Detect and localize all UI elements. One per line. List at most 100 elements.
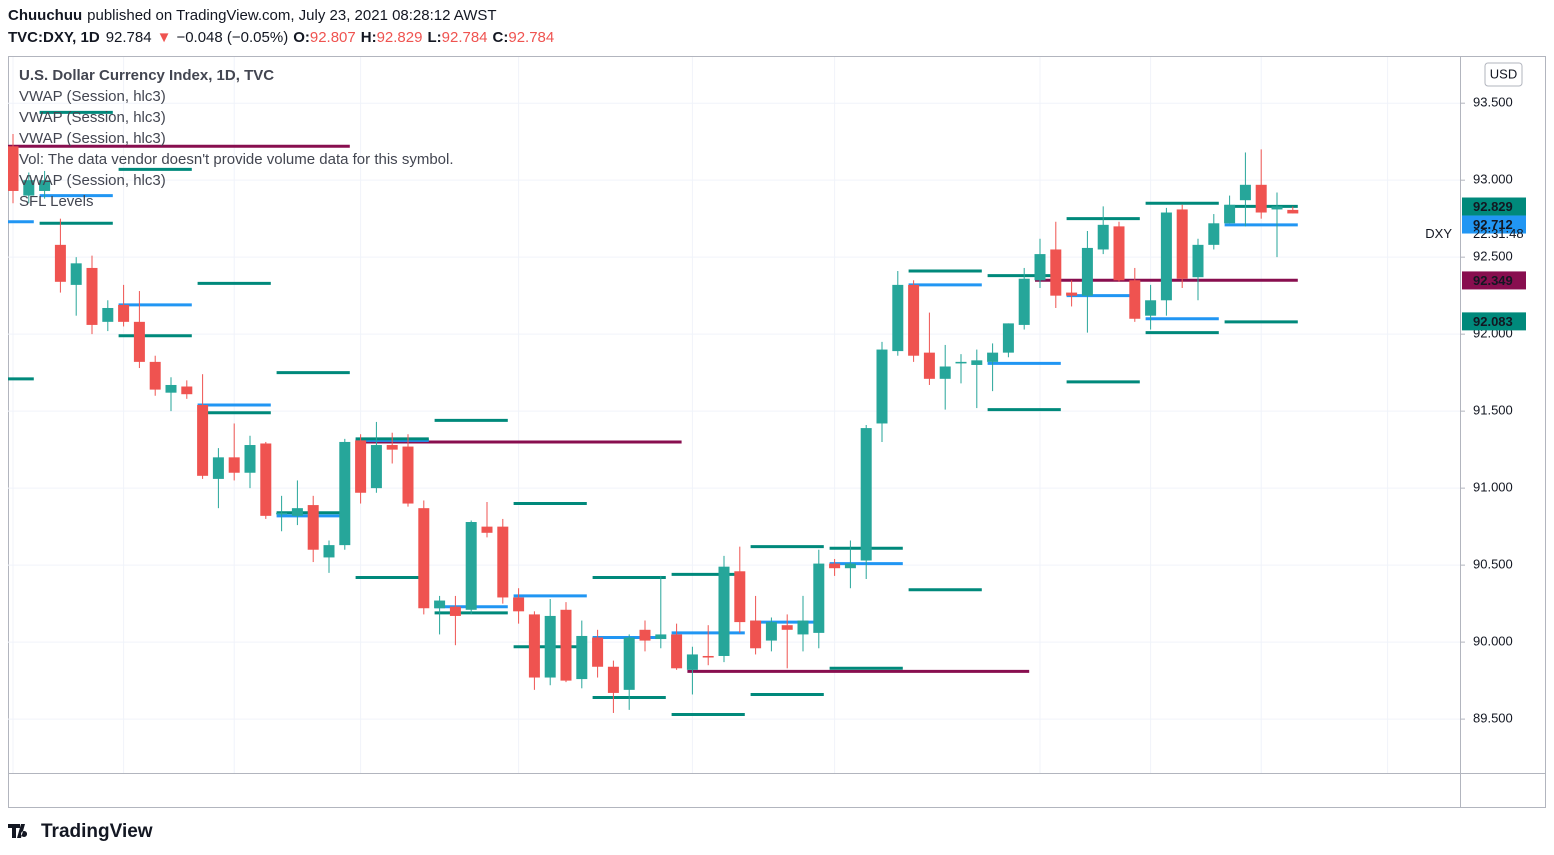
h-label: H:	[361, 29, 377, 46]
candle-body	[165, 384, 177, 393]
price-label-bg	[1462, 215, 1526, 234]
candle-body	[181, 386, 193, 395]
y-tick-label: 90.500	[1473, 557, 1513, 572]
candle-body	[860, 428, 872, 561]
chart-frame	[8, 56, 1546, 808]
candle-body	[133, 321, 145, 362]
candle-body	[1097, 224, 1109, 250]
candle-body	[971, 360, 983, 365]
candle-body	[244, 445, 256, 473]
legend-entry: Vol: The data vendor doesn't provide vol…	[19, 151, 454, 168]
logo: TradingView	[8, 821, 153, 842]
candle-body	[70, 263, 82, 285]
y-tick-label: 93.000	[1473, 172, 1513, 187]
candle-body	[1050, 249, 1062, 296]
candle-body	[829, 563, 841, 569]
candle-body	[355, 440, 367, 493]
candle-body	[955, 361, 967, 364]
y-tick-label: 90.000	[1473, 634, 1513, 649]
l-label: L:	[427, 29, 441, 46]
candle-body	[702, 655, 714, 658]
candle-body	[1145, 300, 1157, 316]
arrow: ▼	[157, 29, 172, 46]
candle-body	[323, 545, 335, 558]
candle-body	[797, 620, 809, 635]
candle-body	[307, 505, 319, 550]
candle-body	[1287, 209, 1299, 214]
candle-body	[1255, 184, 1267, 213]
candle-body	[449, 606, 461, 616]
candle-body	[576, 635, 588, 680]
candle-body	[513, 597, 525, 612]
candle-body	[671, 634, 683, 669]
candle-body	[1129, 280, 1141, 319]
candle-body	[465, 522, 477, 610]
symbol: TVC:DXY, 1D	[8, 29, 100, 46]
plot	[8, 110, 1299, 716]
candle-body	[560, 609, 572, 681]
currency-button[interactable]	[1484, 62, 1523, 87]
candle-body	[1160, 212, 1172, 301]
h: 92.829	[377, 29, 423, 46]
brand: TradingView	[41, 821, 153, 842]
legend-entry: VWAP (Session, hlc3)	[19, 130, 166, 147]
candle-body	[1113, 226, 1125, 281]
price-label: 92.829	[1473, 199, 1513, 214]
candle-body	[481, 526, 493, 533]
price-axis: 89.50090.00090.50091.00091.50092.00092.5…	[1425, 95, 1526, 726]
candle-body	[1002, 323, 1014, 353]
candle-body	[497, 526, 509, 598]
candle-body	[386, 445, 398, 450]
candle-body	[876, 349, 888, 424]
candle-body	[1192, 244, 1204, 278]
candle-body	[892, 284, 904, 352]
y-tick-label: 92.500	[1473, 249, 1513, 264]
candle-body	[813, 563, 825, 633]
y-tick-label: 91.500	[1473, 403, 1513, 418]
candle-body	[734, 571, 746, 623]
candle-body	[939, 366, 951, 379]
candle-body	[1176, 209, 1188, 279]
candle-body	[686, 654, 698, 670]
candle-body	[8, 146, 19, 191]
price-label-bg	[1462, 271, 1526, 290]
symbol-label: DXY	[1425, 226, 1452, 241]
candle-body	[1034, 254, 1046, 281]
candle-body	[434, 600, 446, 609]
candle-body	[1271, 206, 1283, 210]
candle-body	[1081, 247, 1093, 296]
candle-body	[607, 666, 619, 693]
candle-body	[765, 622, 777, 641]
candle-body	[544, 615, 556, 678]
candle-body	[339, 441, 351, 546]
candle-body	[197, 404, 209, 476]
publish-line: Chuuchuu published on TradingView.com, Ju…	[8, 7, 497, 24]
candle-body	[1066, 292, 1078, 296]
candle-body	[149, 361, 161, 390]
candle-body	[750, 620, 762, 649]
countdown: 22:31:48	[1473, 226, 1524, 241]
y-tick-label: 93.500	[1473, 95, 1513, 110]
c-label: C:	[493, 29, 509, 46]
price-label-bg	[1462, 197, 1526, 216]
price-label: 92.712	[1473, 217, 1513, 232]
legend-entry: VWAP (Session, hlc3)	[19, 172, 166, 189]
candle-body	[623, 637, 635, 690]
candle-body	[781, 625, 793, 630]
candle-body	[276, 512, 288, 515]
logo-icon	[8, 824, 28, 838]
candle-body	[908, 284, 920, 356]
candle-body	[402, 446, 414, 504]
candle-body	[718, 566, 730, 656]
candle-body	[39, 180, 51, 191]
candle-body	[923, 352, 935, 379]
currency[interactable]: USD	[1490, 66, 1517, 81]
candle-body	[844, 563, 856, 569]
candle-body	[655, 634, 667, 640]
candle-body	[86, 267, 98, 325]
candle-body	[23, 180, 35, 196]
candle-body	[118, 304, 130, 322]
o-label: O:	[293, 29, 310, 46]
